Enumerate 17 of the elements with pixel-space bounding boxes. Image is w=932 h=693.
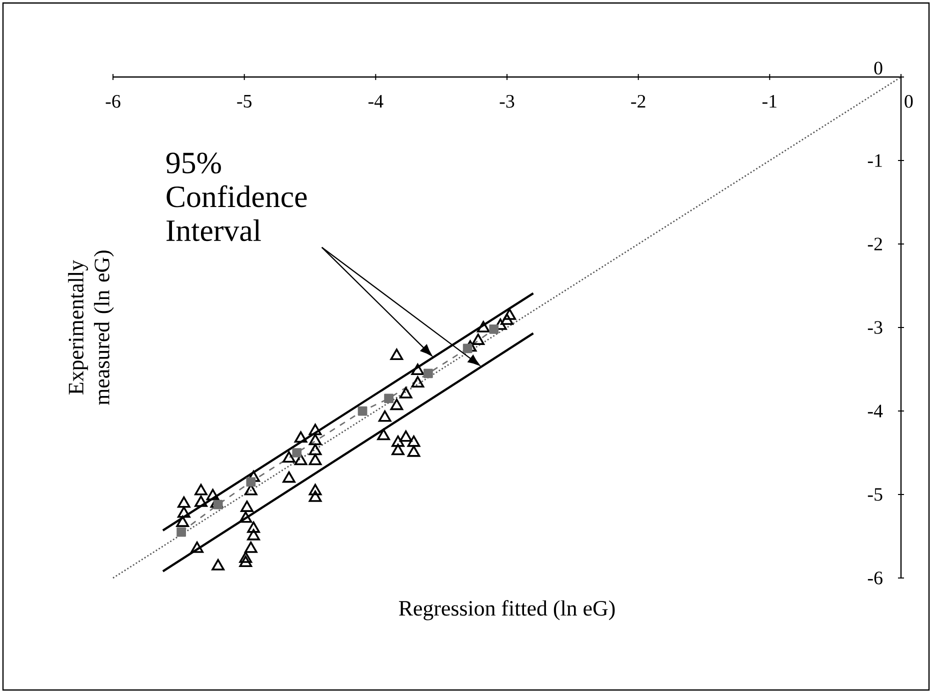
y-tick-label: -6 (868, 572, 882, 584)
x-tick-label: -2 (631, 95, 646, 108)
x-tick-label: -4 (368, 95, 384, 108)
x-tick-label: 0 (904, 95, 913, 108)
y-tick-label: -1 (868, 154, 882, 167)
y-tick-label: -3 (868, 321, 882, 334)
annotation: 95% Confidence Interval (166, 152, 307, 242)
y-tick-label: -2 (868, 238, 882, 250)
y-tick-label: -4 (868, 404, 883, 418)
x-tick-label: -3 (500, 95, 514, 108)
x-tick-label: -1 (762, 95, 776, 108)
x-tick-label: -5 (237, 95, 252, 108)
y-tick-label: 0 (874, 62, 882, 75)
x-tick-label: -6 (106, 95, 120, 108)
y-axis-title: Experimentally measured (ln eG) (68, 250, 114, 405)
x-axis-title: Regression fitted (ln eG) (398, 600, 615, 620)
y-tick-label: -5 (868, 488, 882, 501)
